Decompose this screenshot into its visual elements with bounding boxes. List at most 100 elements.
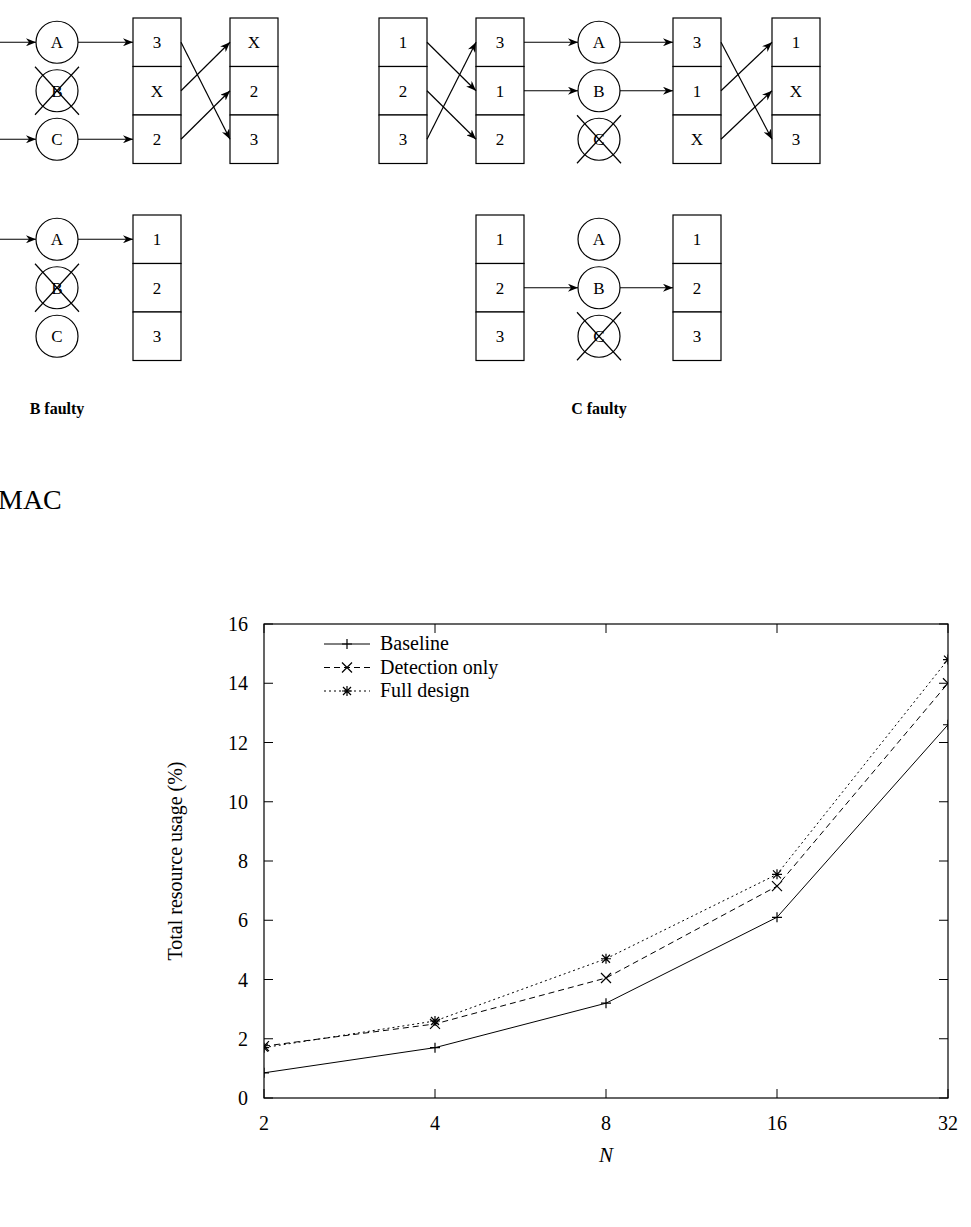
x-tick (777, 1089, 778, 1098)
y-tick (939, 979, 948, 980)
box-label: X (790, 82, 802, 101)
box (476, 115, 524, 164)
y-tick-label: 16 (228, 613, 248, 635)
y-tick (939, 801, 948, 802)
arrow (181, 91, 230, 140)
box (133, 312, 181, 361)
x-tick-label: 8 (601, 1112, 611, 1134)
box-label: 3 (153, 33, 162, 52)
fault-cross (35, 67, 79, 115)
arrow (620, 287, 673, 288)
box (673, 312, 721, 361)
box (379, 115, 427, 164)
arrow (78, 42, 133, 43)
legend-label: Baseline (380, 632, 449, 654)
box-label: 1 (153, 230, 162, 249)
y-tick (264, 979, 273, 980)
arrow (78, 139, 133, 140)
y-tick-label: 14 (228, 672, 248, 694)
diagram-row: ABC123 (0, 215, 181, 361)
box (379, 67, 427, 116)
series-marker (601, 954, 611, 964)
node-label: B (593, 279, 604, 298)
y-tick (264, 801, 273, 802)
box (673, 67, 721, 116)
fault-cross (577, 312, 621, 360)
node (578, 267, 620, 309)
node-label: B (593, 82, 604, 101)
panel-label: B faulty (30, 400, 85, 418)
box (230, 67, 278, 116)
box-label: 1 (693, 230, 702, 249)
y-tick (264, 861, 273, 862)
box (772, 67, 820, 116)
box (772, 115, 820, 164)
node (36, 315, 78, 357)
x-tick (606, 624, 607, 633)
fault-cross (577, 312, 621, 360)
series-line (264, 725, 948, 1073)
box (379, 18, 427, 67)
panel-label: C faulty (571, 400, 627, 418)
chart: 02468101214162481632NTotal resource usag… (164, 613, 958, 1167)
arrow (721, 42, 772, 91)
legend-marker (342, 686, 352, 696)
y-tick (939, 742, 948, 743)
box-label: 3 (693, 33, 702, 52)
series-marker (601, 973, 611, 983)
series-marker (943, 720, 948, 730)
box-label: 3 (792, 130, 801, 149)
box-label: 2 (496, 130, 505, 149)
box (772, 18, 820, 67)
box-label: 2 (693, 279, 702, 298)
y-tick (939, 683, 948, 684)
box (133, 18, 181, 67)
x-tick (435, 1089, 436, 1098)
node-label: A (593, 33, 606, 52)
arrow (524, 42, 578, 43)
box-label: 1 (792, 33, 801, 52)
arrow (524, 287, 578, 288)
box (673, 115, 721, 164)
arrow (620, 42, 673, 43)
y-tick (264, 1038, 273, 1039)
x-tick (606, 1089, 607, 1098)
box-label: 2 (496, 279, 505, 298)
x-axis-label: N (598, 1143, 614, 1167)
box (673, 18, 721, 67)
diagram: ABC3X2X23ABC123B faulty123312ABC31X1X312… (0, 18, 820, 418)
y-tick-label: 8 (238, 850, 248, 872)
diagram-row: ABC3X2X23 (0, 18, 278, 164)
box-label: 2 (153, 130, 162, 149)
fault-cross (35, 264, 79, 312)
box-label: 1 (399, 33, 408, 52)
arrow (0, 42, 36, 43)
section-heading: MAC (0, 484, 62, 515)
series-marker (264, 1043, 269, 1053)
arrow (181, 42, 230, 139)
series-marker (601, 998, 611, 1008)
arrow (524, 90, 578, 91)
box-label: 3 (399, 130, 408, 149)
series-marker (943, 655, 948, 665)
fault-cross (577, 115, 621, 163)
box-label: 2 (153, 279, 162, 298)
x-tick-label: 16 (767, 1112, 787, 1134)
series-marker (430, 1016, 440, 1026)
fault-cross (577, 115, 621, 163)
arrow (721, 42, 772, 139)
diagram-row: 123ABC123 (476, 215, 721, 361)
y-tick-label: 0 (238, 1087, 248, 1109)
arrow (427, 91, 476, 140)
x-tick-label: 32 (938, 1112, 958, 1134)
box-label: X (151, 82, 163, 101)
legend: BaselineDetection onlyFull design (324, 632, 498, 702)
arrow (721, 91, 772, 140)
box (230, 115, 278, 164)
node (578, 70, 620, 112)
box (133, 215, 181, 264)
box-label: 1 (693, 82, 702, 101)
box-label: 3 (250, 130, 259, 149)
page: ABC3X2X23ABC123B faulty123312ABC31X1X312… (0, 0, 971, 1227)
y-tick (264, 683, 273, 684)
